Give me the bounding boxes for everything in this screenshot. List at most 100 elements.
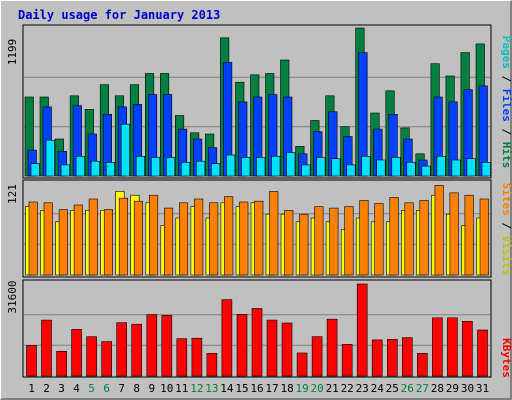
sites-bar (284, 210, 294, 276)
x-tick-label: 1 (28, 382, 35, 395)
kbytes-bar (356, 283, 368, 377)
pages-bar (316, 157, 326, 177)
sites-bar (43, 202, 53, 276)
legend-sites-visits: Sites / Visits (500, 183, 512, 276)
kbytes-bar (477, 329, 488, 377)
x-tick-label: 9 (148, 382, 155, 395)
sites-bar (149, 194, 159, 276)
sites-bar (329, 207, 339, 276)
pages-bar (120, 123, 130, 177)
panel-kbytes (22, 279, 492, 378)
kbytes-bar (311, 336, 323, 377)
kbytes-bar (161, 315, 173, 377)
kbytes-bar (71, 329, 82, 377)
legend-entry: Hits (500, 142, 512, 169)
pages-bar (361, 156, 371, 177)
legend-entry: Sites (500, 183, 512, 216)
kbytes-bar (146, 314, 158, 377)
kbytes-bar (41, 319, 52, 377)
sites-bar (269, 191, 279, 276)
pages-bar (60, 164, 70, 177)
x-axis-day-labels: 1 2 3 4 5 6 7 8 9 10 11 12 13 14 15 16 17 18 19 20 21 22 23 24 2… (28, 382, 489, 395)
pages-bar (196, 160, 206, 177)
legend-entry: Pages (500, 36, 512, 69)
x-tick-label: 18 (280, 382, 293, 395)
pages-bar (30, 163, 40, 177)
chart-title: Daily usage for January 2013 (18, 8, 220, 22)
sites-bar (209, 202, 219, 276)
x-tick-label: 27 (416, 382, 429, 395)
pages-bar (105, 162, 115, 177)
pages-bar (331, 158, 341, 177)
x-tick-label: 26 (401, 382, 414, 395)
sites-bar (179, 202, 189, 276)
kbytes-bar (266, 319, 278, 377)
kbytes-bar (26, 345, 37, 377)
sites-bar (404, 202, 414, 276)
pages-bar (151, 157, 161, 177)
sites-bar (374, 203, 384, 276)
pages-bar (226, 154, 236, 177)
y-max-label-visits: 121 (6, 184, 19, 204)
x-tick-label: 22 (341, 382, 354, 395)
kbytes-bar (131, 323, 142, 377)
x-tick-label: 3 (58, 382, 65, 395)
y-max-label-hits: 1199 (6, 39, 19, 66)
x-tick-label: 6 (103, 382, 110, 395)
pages-bar (451, 159, 461, 177)
sites-bar (103, 209, 113, 276)
x-tick-label: 25 (386, 382, 399, 395)
legend-entry: Visits (500, 236, 512, 276)
sites-bar (73, 204, 83, 276)
pages-bar (181, 162, 191, 177)
x-tick-label: 17 (265, 382, 278, 395)
pages-bar (166, 157, 176, 177)
x-tick-label: 15 (235, 382, 248, 395)
sites-bar (479, 198, 489, 276)
x-tick-label: 11 (175, 382, 188, 395)
x-tick-label: 23 (356, 382, 369, 395)
pages-bar (90, 160, 100, 177)
sites-bar (254, 200, 264, 276)
sites-bar (28, 201, 38, 276)
sites-bar (314, 206, 324, 276)
pages-bar (256, 157, 266, 177)
kbytes-bar (281, 322, 293, 377)
pages-bar (135, 156, 145, 177)
x-tick-label: 10 (160, 382, 173, 395)
kbytes-bar (296, 352, 308, 377)
sites-bar (344, 206, 354, 276)
legend-entry: / (500, 122, 512, 142)
legend-entry: / (500, 216, 512, 236)
sites-bar (118, 197, 128, 276)
kbytes-bar (56, 350, 67, 377)
x-tick-label: 2 (43, 382, 50, 395)
x-tick-label: 13 (205, 382, 218, 395)
kbytes-bar (401, 337, 413, 377)
sites-bar (464, 194, 474, 276)
y-max-label-kbytes: 31600 (6, 280, 19, 313)
kbytes-bar (341, 343, 353, 377)
kbytes-bar (236, 313, 248, 377)
x-tick-label: 31 (476, 382, 489, 395)
pages-bar (75, 156, 85, 177)
sites-bar (434, 185, 444, 276)
kbytes-bar (386, 338, 398, 377)
legend-entry: Files (500, 89, 512, 122)
kbytes-bar (206, 352, 218, 377)
x-tick-label: 28 (431, 382, 444, 395)
pages-bar (421, 165, 431, 177)
sites-bar (58, 209, 68, 276)
pages-bar (466, 158, 476, 177)
x-tick-label: 16 (250, 382, 263, 395)
x-tick-label: 30 (461, 382, 474, 395)
x-tick-label: 20 (310, 382, 323, 395)
kbytes-bar (86, 336, 97, 377)
sites-bar (133, 200, 143, 276)
x-tick-label: 24 (371, 382, 385, 395)
sites-bar (359, 200, 369, 276)
x-tick-label: 29 (446, 382, 459, 395)
kbytes-bar (371, 339, 383, 377)
x-tick-label: 7 (118, 382, 125, 395)
